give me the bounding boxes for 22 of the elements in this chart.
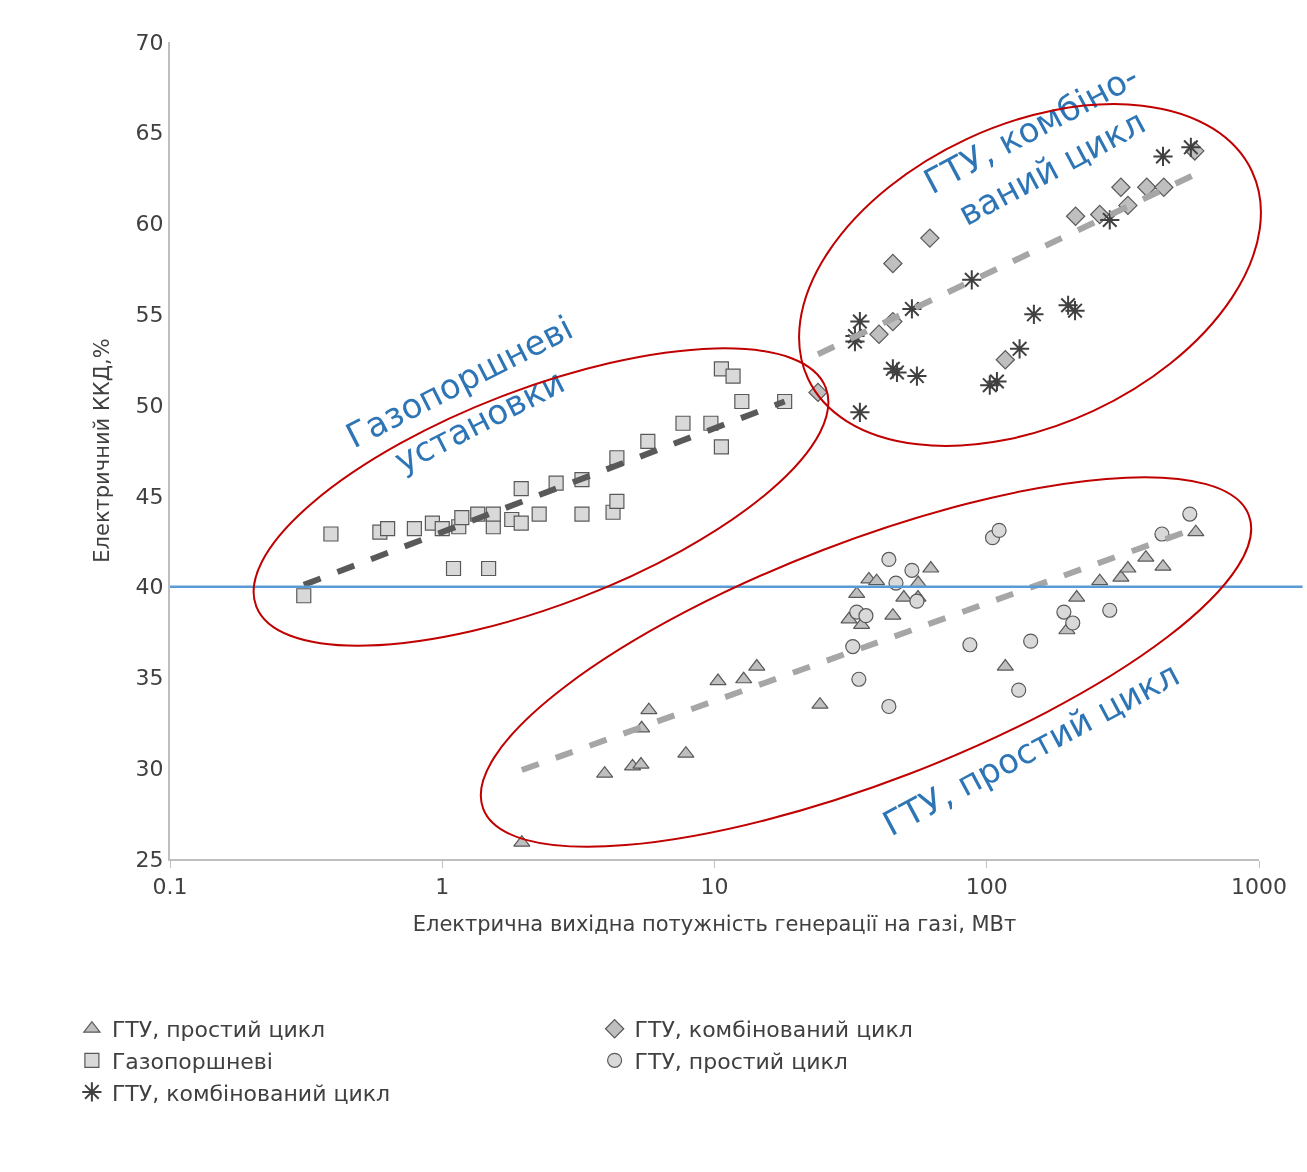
y-tick-label: 25 (135, 846, 164, 872)
y-tick-label: 35 (135, 665, 164, 691)
y-tick-label: 30 (135, 755, 164, 781)
x-tick-label: 1000 (1231, 874, 1287, 900)
x-tick-label: 100 (965, 874, 1008, 900)
y-tick-label: 65 (135, 120, 164, 146)
y-tick-label: 70 (135, 29, 164, 55)
legend-label: ГТУ, простий цикл (634, 1048, 848, 1074)
legend-label: ГТУ, комбінований цикл (634, 1017, 913, 1043)
x-axis-title: Електрична вихідна потужність генерації на газі, МВт (412, 912, 1017, 937)
y-tick-label: 55 (135, 302, 164, 328)
legend-label: Газопоршневі (111, 1048, 273, 1074)
y-tick-label: 50 (135, 392, 164, 418)
y-tick-label: 40 (135, 574, 164, 600)
legend-label: ГТУ, комбінований цикл (111, 1080, 391, 1106)
x-tick-label: 0.1 (152, 874, 188, 900)
y-tick-label: 45 (135, 483, 164, 509)
x-tick-label: 1 (435, 874, 450, 900)
y-tick-label: 60 (135, 211, 164, 237)
y-axis-title: Електричний ККД,% (90, 338, 115, 563)
legend-label: ГТУ, простий цикл (111, 1017, 326, 1043)
x-tick-label: 10 (700, 874, 729, 900)
